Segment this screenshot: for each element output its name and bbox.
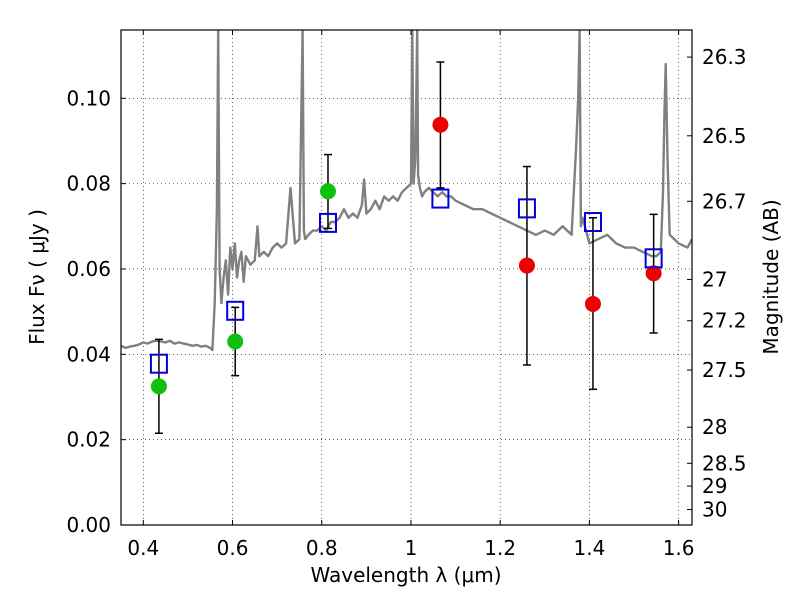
model-square-marker [517, 198, 536, 219]
mag-tick-label: 26.5 [702, 124, 747, 148]
mag-tick-label: 28 [702, 415, 727, 439]
mag-tick-label: 27 [702, 267, 727, 291]
model-square-marker [149, 353, 168, 374]
x-tick-label: 1.4 [573, 536, 605, 560]
model-square-marker [226, 300, 245, 321]
model-square-marker [431, 188, 450, 209]
grid-lines [121, 30, 692, 526]
mag-tick-label: 30 [702, 498, 727, 522]
green-data-point [319, 183, 336, 200]
y-axis-label: Flux Fν ( μJy ) [25, 209, 49, 345]
mag-tick-label: 26.7 [702, 189, 747, 213]
spectrum-line [121, 30, 692, 352]
y-tick-label: 0.06 [66, 257, 111, 281]
model-square-marker [583, 212, 602, 233]
green-data-point [227, 333, 244, 350]
y-axis: 0.00 0.02 0.04 0.06 0.08 0.10 [66, 86, 126, 537]
plot-frame [120, 29, 693, 526]
x-tick-label: 0.8 [306, 536, 338, 560]
marker-layer [149, 116, 663, 395]
x-axis: 0.4 0.6 0.8 1 1.2 1.4 1.6 [127, 30, 695, 560]
y-tick-label: 0.02 [66, 428, 111, 452]
x-axis-label: Wavelength λ (μm) [310, 563, 501, 587]
y2-axis-label: Magnitude (AB) [759, 199, 783, 354]
red-data-point [432, 116, 449, 133]
x-tick-label: 0.6 [217, 536, 249, 560]
mag-tick-label: 29 [702, 474, 727, 498]
y-tick-label: 0.00 [66, 513, 111, 537]
mag-tick-label: 27.2 [702, 309, 747, 333]
x-tick-label: 1.6 [663, 536, 695, 560]
y-tick-label: 0.04 [66, 342, 111, 366]
red-data-point [584, 295, 601, 312]
x-tick-label: 1 [405, 536, 418, 560]
y-tick-label: 0.08 [66, 172, 111, 196]
mag-tick-label: 27.5 [702, 358, 747, 382]
mag-tick-label: 28.5 [702, 451, 747, 475]
x-tick-label: 0.4 [127, 536, 159, 560]
red-data-point [518, 257, 535, 274]
model-square-marker [318, 212, 337, 233]
model-square-marker [644, 248, 663, 269]
green-data-point [150, 378, 167, 395]
y-tick-label: 0.10 [66, 86, 111, 110]
red-data-point [645, 265, 662, 282]
x-tick-label: 1.2 [484, 536, 516, 560]
mag-tick-label: 26.3 [702, 45, 747, 69]
spectrum-layer [121, 30, 692, 352]
